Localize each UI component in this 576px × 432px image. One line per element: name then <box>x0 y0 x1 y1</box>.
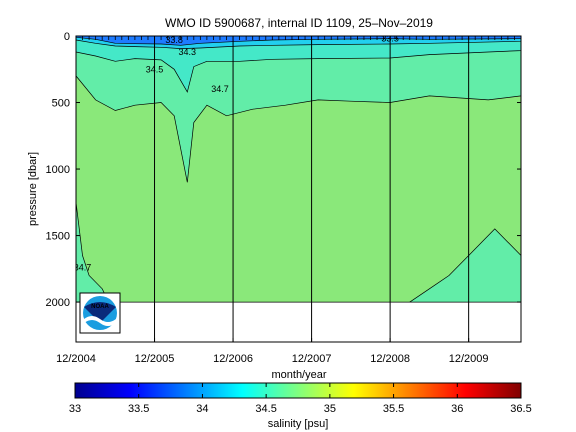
colorbar-tick-label: 33.5 <box>128 403 149 415</box>
contour-label: 34.5 <box>146 64 164 74</box>
contour-label: 34.7 <box>211 84 229 94</box>
colorbar-tick-label: 35.5 <box>383 403 404 415</box>
y-tick-label: 1500 <box>46 231 70 243</box>
x-tick-label: 12/2004 <box>56 353 96 365</box>
contour-label: 33.8 <box>165 35 183 45</box>
x-axis-label: month/year <box>271 369 326 381</box>
colorbar <box>74 382 522 399</box>
x-tick-label: 12/2009 <box>449 353 489 365</box>
contour-label: 34.3 <box>178 47 196 57</box>
y-tick-label: 0 <box>64 31 70 43</box>
x-tick-label: 12/2008 <box>370 353 410 365</box>
x-axis: 12/2004 12/2005 12/2006 12/2007 12/2008 12/20… <box>56 36 522 365</box>
x-tick-label: 12/2006 <box>213 353 253 365</box>
x-tick-label: 12/2005 <box>135 353 175 365</box>
salinity-deep-patches <box>76 202 521 303</box>
salinity-layer <box>76 36 521 93</box>
colorbar-tick-label: 35 <box>324 403 336 415</box>
y-axis: 0 500 1000 1500 2000 <box>46 31 521 309</box>
chart-title: WMO ID 5900687, internal ID 1109, 25–Nov… <box>165 16 433 30</box>
colorbar-tick-label: 34 <box>196 403 208 415</box>
y-tick-label: 2000 <box>46 297 70 309</box>
salinity-layers <box>76 36 521 303</box>
colorbar-label: salinity [psu] <box>268 418 329 430</box>
contour-label: 34.7 <box>74 262 92 272</box>
salinity-deep-patch <box>408 228 521 303</box>
colorbar-ticks: 33 33.5 34 34.5 35 35.5 36 36.5 <box>69 383 532 415</box>
colorbar-tick-label: 36 <box>451 403 463 415</box>
colorbar-tick-label: 34.5 <box>255 403 276 415</box>
colorbar-tick-label: 36.5 <box>510 403 531 415</box>
logo-bird-icon <box>84 302 116 323</box>
y-tick-label: 500 <box>52 98 70 110</box>
logo-wave-icon <box>84 316 116 326</box>
logo-text: NOAA <box>91 304 109 310</box>
y-axis-label: pressure [dbar] <box>27 152 39 226</box>
x-tick-label: 12/2007 <box>292 353 332 365</box>
plot-area: 33.834.334.534.734.733.5 <box>74 35 521 342</box>
salinity-deep-patch <box>76 202 110 303</box>
noaa-logo: NOAA <box>79 292 121 334</box>
y-tick-label: 1000 <box>46 164 70 176</box>
profile-lines <box>76 36 470 342</box>
colorbar-tick-label: 33 <box>69 403 81 415</box>
